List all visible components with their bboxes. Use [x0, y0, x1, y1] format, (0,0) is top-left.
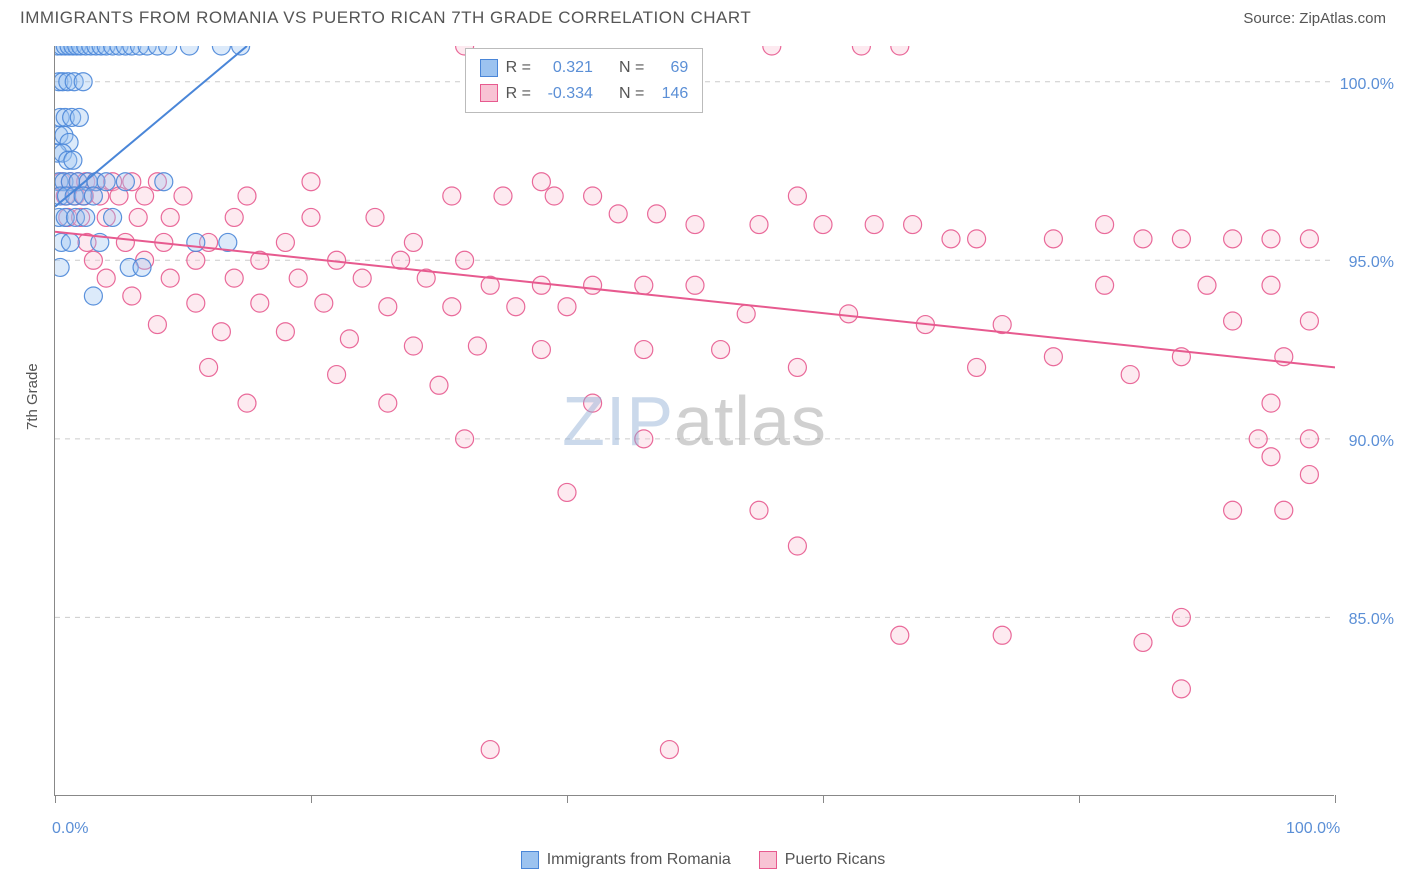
source-prefix: Source: — [1243, 10, 1299, 27]
stats-row-romania: R = 0.321 N = 69 — [480, 55, 689, 81]
legend-label-romania: Immigrants from Romania — [547, 851, 731, 869]
n-value-puerto_rican: 146 — [652, 81, 688, 107]
legend-item-romania: Immigrants from Romania — [521, 851, 731, 869]
r-label: R = — [506, 55, 531, 81]
x-tick-label-right: 100.0% — [1286, 820, 1340, 838]
chart-title: IMMIGRANTS FROM ROMANIA VS PUERTO RICAN … — [20, 8, 751, 28]
y-tick-label: 100.0% — [1340, 76, 1394, 94]
x-tick — [311, 795, 312, 803]
n-label: N = — [619, 81, 644, 107]
r-value-romania: 0.321 — [539, 55, 593, 81]
legend-item-puerto_rican: Puerto Ricans — [759, 851, 886, 869]
chart-source: Source: ZipAtlas.com — [1243, 10, 1386, 27]
x-tick — [1079, 795, 1080, 803]
y-tick-label: 90.0% — [1349, 433, 1394, 451]
x-tick — [823, 795, 824, 803]
x-tick-label-left: 0.0% — [52, 820, 88, 838]
plot-svg — [55, 46, 1335, 796]
stats-row-puerto_rican: R = -0.334 N = 146 — [480, 81, 689, 107]
chart-header: IMMIGRANTS FROM ROMANIA VS PUERTO RICAN … — [0, 0, 1406, 32]
x-tick — [1335, 795, 1336, 803]
legend-label-puerto_rican: Puerto Ricans — [785, 851, 886, 869]
plot-area: ZIPatlas R =0.321N =69R =-0.334N =146 — [54, 46, 1334, 796]
bottom-legend: Immigrants from Romania Puerto Ricans — [0, 851, 1406, 874]
y-tick-label: 85.0% — [1349, 611, 1394, 629]
legend-swatch-puerto_rican — [759, 851, 777, 869]
x-tick — [567, 795, 568, 803]
legend-swatch-romania — [521, 851, 539, 869]
r-value-puerto_rican: -0.334 — [539, 81, 593, 107]
x-tick — [55, 795, 56, 803]
y-axis-label: 7th Grade — [24, 363, 41, 430]
stats-swatch-puerto_rican — [480, 84, 498, 102]
n-label: N = — [619, 55, 644, 81]
correlation-stats-box: R = 0.321 N = 69 R = -0.334 N = 146 — [465, 48, 704, 113]
y-tick-label: 95.0% — [1349, 254, 1394, 272]
n-value-romania: 69 — [652, 55, 688, 81]
stats-swatch-romania — [480, 59, 498, 77]
source-name: ZipAtlas.com — [1299, 10, 1386, 27]
r-label: R = — [506, 81, 531, 107]
